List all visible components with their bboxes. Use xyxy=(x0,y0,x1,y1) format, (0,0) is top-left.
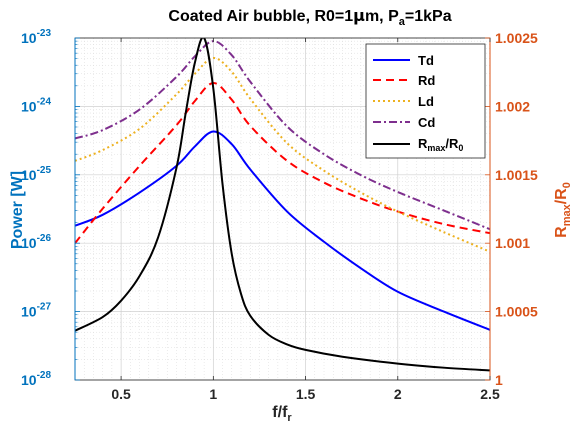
y-right-tick-label: 1.0015 xyxy=(495,167,538,183)
y-axis-left-label: Power [W] xyxy=(9,171,26,249)
series-cd-line xyxy=(75,40,490,231)
x-tick-label: 2.5 xyxy=(480,386,500,402)
y-right-tick-label: 1.002 xyxy=(495,98,530,114)
legend-item-ld: Ld xyxy=(373,94,434,109)
legend-item-cd: Cd xyxy=(373,115,435,130)
ticks: 0.5 1 1.5 2 2.5 10-28 10-27 10-26 10-25 10-24 10-2… xyxy=(21,28,538,402)
series-rmax-line xyxy=(75,38,490,372)
y-right-tick-label: 1.0025 xyxy=(495,30,538,46)
x-tick-label: 1 xyxy=(209,386,217,402)
legend: Td Rd Ld Cd Rmax/R0 xyxy=(365,43,486,159)
x-tick-label: 2 xyxy=(394,386,402,402)
series-td-line xyxy=(75,130,490,331)
x-axis-label: f/fr xyxy=(272,404,292,424)
y-left-tick-label: 10-28 xyxy=(21,370,51,388)
y-left-tick-label: 10-25 xyxy=(21,165,51,183)
legend-item-rd: Rd xyxy=(373,73,435,88)
y-left-tick-label: 10-23 xyxy=(21,28,51,46)
series-ld-line xyxy=(75,57,490,253)
y-right-tick-label: 1.001 xyxy=(495,235,530,251)
series-rd-line xyxy=(75,81,490,244)
x-tick-label: 0.5 xyxy=(111,386,131,402)
legend-label-td: Td xyxy=(418,53,434,68)
y-left-tick-label: 10-26 xyxy=(21,233,51,251)
legend-item-td: Td xyxy=(373,53,434,68)
y-right-tick-label: 1 xyxy=(495,372,503,388)
legend-label-ld: Ld xyxy=(418,94,434,109)
legend-label-rmax: Rmax/R0 xyxy=(418,136,463,153)
series-layer xyxy=(75,38,490,372)
x-tick-label: 1.5 xyxy=(296,386,316,402)
legend-label-cd: Cd xyxy=(418,115,435,130)
y-left-tick-label: 10-27 xyxy=(21,302,51,320)
legend-box xyxy=(365,43,486,159)
grid xyxy=(75,37,491,381)
y-right-tick-label: 1.0005 xyxy=(495,304,538,320)
y-left-tick-label: 10-24 xyxy=(21,96,51,114)
y-axis-right-label: Rmax/R0 xyxy=(553,182,573,238)
legend-label-rd: Rd xyxy=(418,73,435,88)
chart-title: Coated Air bubble, R0=1μm, Pa=1kPa xyxy=(168,6,451,28)
legend-item-rmax: Rmax/R0 xyxy=(373,136,463,153)
